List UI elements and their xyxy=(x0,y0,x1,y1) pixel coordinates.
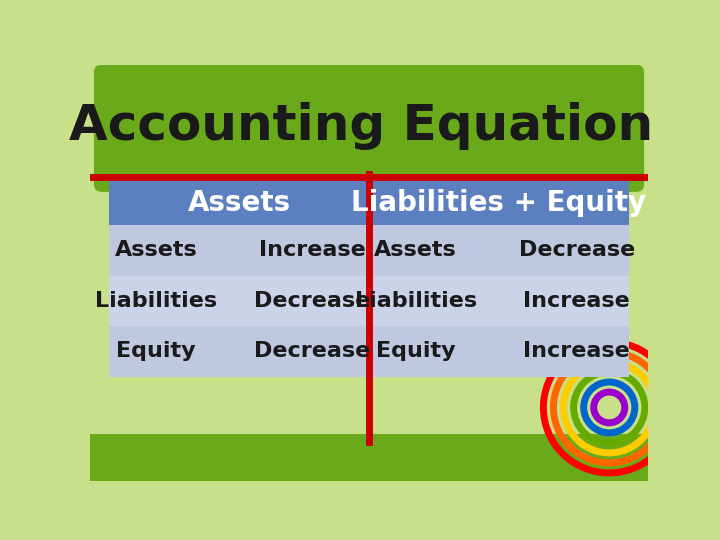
Text: Decrease: Decrease xyxy=(253,291,370,311)
Text: Decrease: Decrease xyxy=(518,240,635,260)
FancyBboxPatch shape xyxy=(94,65,644,192)
Text: Increase: Increase xyxy=(523,291,630,311)
Text: Accounting Equation: Accounting Equation xyxy=(69,103,653,151)
Text: Equity: Equity xyxy=(376,341,456,361)
Bar xyxy=(109,180,629,225)
Text: Assets: Assets xyxy=(188,188,291,217)
Bar xyxy=(109,326,629,377)
Text: Liabilities + Equity: Liabilities + Equity xyxy=(351,188,647,217)
Text: Decrease: Decrease xyxy=(253,341,370,361)
Text: Assets: Assets xyxy=(374,240,457,260)
Text: Increase: Increase xyxy=(258,240,365,260)
Text: Liabilities: Liabilities xyxy=(95,291,217,311)
Bar xyxy=(109,225,629,275)
Text: Equity: Equity xyxy=(117,341,196,361)
Text: Liabilities: Liabilities xyxy=(355,291,477,311)
Bar xyxy=(109,275,629,326)
Text: Assets: Assets xyxy=(114,240,197,260)
Bar xyxy=(90,434,648,481)
Text: Increase: Increase xyxy=(523,341,630,361)
